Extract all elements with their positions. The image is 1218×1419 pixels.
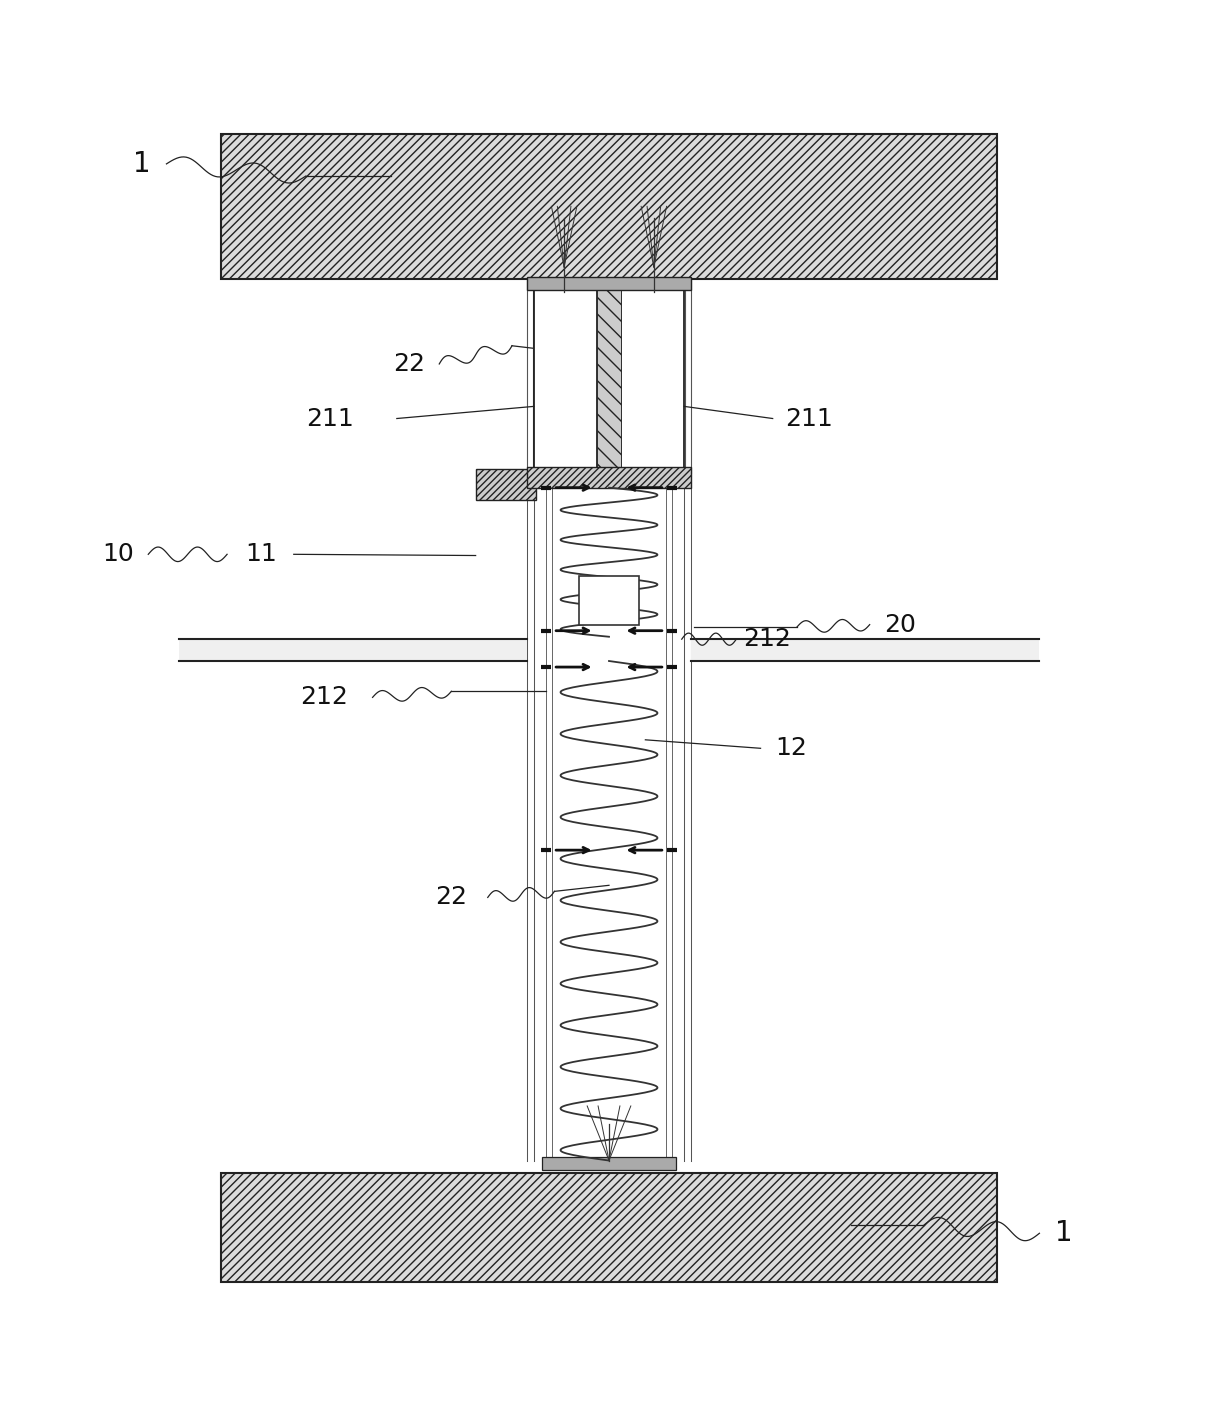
Bar — [179, 639, 526, 661]
Text: 211: 211 — [786, 406, 833, 430]
Text: 22: 22 — [435, 885, 468, 910]
Bar — [533, 281, 597, 473]
Bar — [220, 133, 998, 280]
Text: 1: 1 — [134, 150, 151, 177]
Text: 11: 11 — [245, 542, 276, 566]
Bar — [526, 467, 692, 488]
Bar — [597, 281, 621, 473]
Bar — [542, 1156, 676, 1171]
Bar — [476, 470, 536, 499]
Text: 20: 20 — [884, 613, 916, 637]
Bar — [220, 1172, 998, 1281]
Text: 12: 12 — [775, 736, 806, 761]
Text: 211: 211 — [306, 406, 354, 430]
Bar — [621, 281, 685, 473]
Bar — [526, 277, 692, 289]
Bar — [692, 639, 1039, 661]
Bar — [579, 576, 639, 624]
Text: 1: 1 — [1055, 1219, 1073, 1247]
Text: 22: 22 — [393, 352, 425, 376]
Text: 10: 10 — [102, 542, 134, 566]
Text: 212: 212 — [300, 685, 348, 710]
Text: 212: 212 — [743, 627, 790, 651]
